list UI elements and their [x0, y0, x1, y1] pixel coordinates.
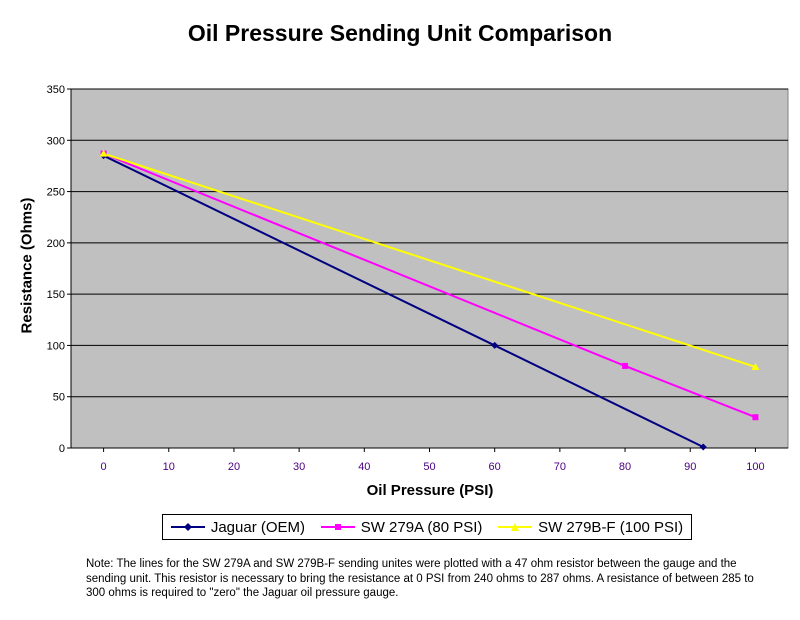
plot-area: [70, 88, 789, 449]
y-tick-label: 350: [47, 84, 65, 96]
x-tick-label: 10: [163, 461, 175, 473]
x-tick-label: 70: [554, 461, 566, 473]
x-tick-label: 40: [358, 461, 370, 473]
y-tick-label: 200: [47, 238, 65, 250]
x-tick-label: 80: [619, 461, 631, 473]
series-point-2: [622, 362, 629, 369]
legend-item-jaguar: Jaguar (OEM): [170, 518, 306, 536]
x-tick-label: 30: [293, 461, 305, 473]
series-line-3: [103, 152, 756, 368]
legend-label-sw279bf: SW 279B-F (100 PSI): [538, 518, 684, 536]
y-tick-label: 150: [47, 289, 65, 301]
x-tick-label: 0: [101, 461, 107, 473]
y-tick-label: 0: [59, 443, 65, 455]
legend-item-sw279bf: SW 279B-F (100 PSI): [498, 519, 683, 536]
legend-swatch-jaguar: [170, 523, 205, 531]
x-tick-label: 90: [684, 461, 696, 473]
series-point-1: [699, 443, 707, 451]
y-tick-label: 300: [47, 135, 65, 147]
legend-label-sw279a: SW 279A (80 PSI): [360, 518, 483, 536]
x-tick-label: 100: [746, 461, 764, 473]
y-tick-label: 100: [47, 340, 65, 352]
legend-swatch-sw279bf: [498, 523, 533, 531]
chart-title: Oil Pressure Sending Unit Comparison: [187, 20, 613, 46]
series-point-3: [99, 149, 108, 157]
series-point-3: [751, 362, 760, 370]
footnote: Note: The lines for the SW 279A and SW 2…: [86, 558, 754, 599]
y-tick-label: 50: [53, 392, 65, 404]
y-axis-label: Resistance (Ohms): [18, 197, 36, 334]
y-tick-label: 250: [47, 187, 65, 199]
x-axis-label: Oil Pressure (PSI): [366, 482, 494, 499]
series-point-1: [491, 341, 499, 349]
x-tick-label: 50: [423, 461, 435, 473]
legend-item-sw279a: SW 279A (80 PSI): [320, 518, 483, 536]
legend-swatch-sw279a: [320, 524, 355, 530]
legend-label-jaguar: Jaguar (OEM): [210, 518, 306, 536]
series-point-2: [752, 414, 759, 421]
x-tick-label: 20: [228, 461, 240, 473]
x-tick-label: 60: [489, 461, 501, 473]
legend: Jaguar (OEM) SW 279A (80 PSI) SW 279B-F …: [162, 514, 692, 540]
